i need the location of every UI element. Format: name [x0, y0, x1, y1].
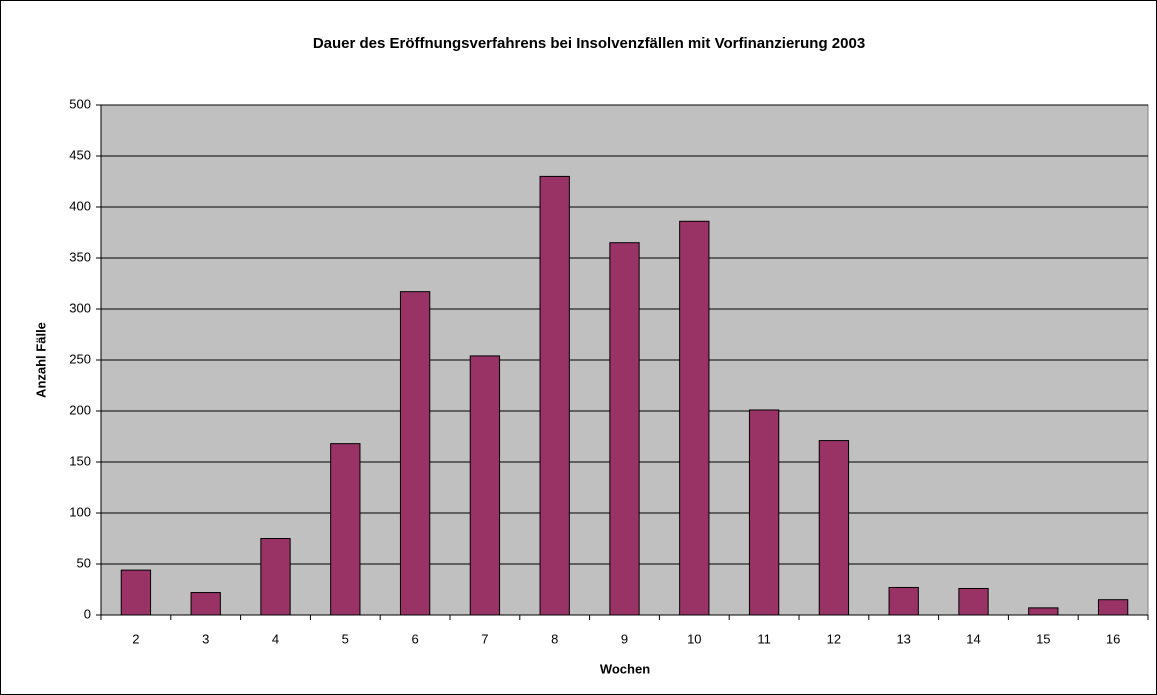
x-tick-label: 2 — [132, 631, 139, 646]
x-tick-label: 10 — [687, 631, 701, 646]
x-tick-label: 14 — [966, 631, 980, 646]
x-tick-label: 7 — [481, 631, 488, 646]
y-tick-label: 100 — [69, 504, 91, 519]
x-tick-label: 4 — [272, 631, 279, 646]
y-tick-label: 200 — [69, 402, 91, 417]
x-tick-label: 8 — [551, 631, 558, 646]
x-tick-label: 9 — [621, 631, 628, 646]
y-tick-label: 50 — [77, 555, 91, 570]
bar — [260, 538, 291, 616]
bar — [330, 443, 361, 616]
bar — [888, 586, 919, 616]
x-tick-label: 6 — [411, 631, 418, 646]
x-axis-label: Wochen — [600, 661, 650, 676]
x-tick-label: 3 — [202, 631, 209, 646]
bar — [399, 291, 431, 616]
y-tick-label: 250 — [69, 351, 91, 366]
bar — [539, 175, 570, 616]
chart-title: Dauer des Eröffnungsverfahrens bei Insol… — [313, 35, 865, 52]
x-tick-label: 12 — [827, 631, 841, 646]
bar — [748, 409, 780, 616]
y-axis-label: Anzahl Fälle — [33, 322, 48, 398]
y-tick-label: 350 — [69, 249, 91, 264]
bar — [679, 220, 710, 616]
y-tick-label: 150 — [69, 453, 91, 468]
bar — [609, 242, 640, 616]
bar — [1028, 607, 1059, 616]
x-tick-label: 15 — [1036, 631, 1050, 646]
y-tick-label: 400 — [69, 198, 91, 213]
bar — [120, 569, 152, 616]
y-tick-label: 300 — [69, 300, 91, 315]
bar — [1097, 599, 1129, 616]
x-tick-label: 13 — [896, 631, 910, 646]
bar — [818, 440, 850, 616]
x-tick-label: 16 — [1106, 631, 1120, 646]
y-tick-label: 500 — [69, 96, 91, 111]
bar — [958, 587, 989, 616]
bar — [190, 592, 221, 616]
y-tick-label: 450 — [69, 147, 91, 162]
y-tick-label: 0 — [84, 606, 91, 621]
x-tick-label: 5 — [342, 631, 349, 646]
bar — [469, 355, 501, 616]
x-tick-label: 11 — [757, 631, 771, 646]
